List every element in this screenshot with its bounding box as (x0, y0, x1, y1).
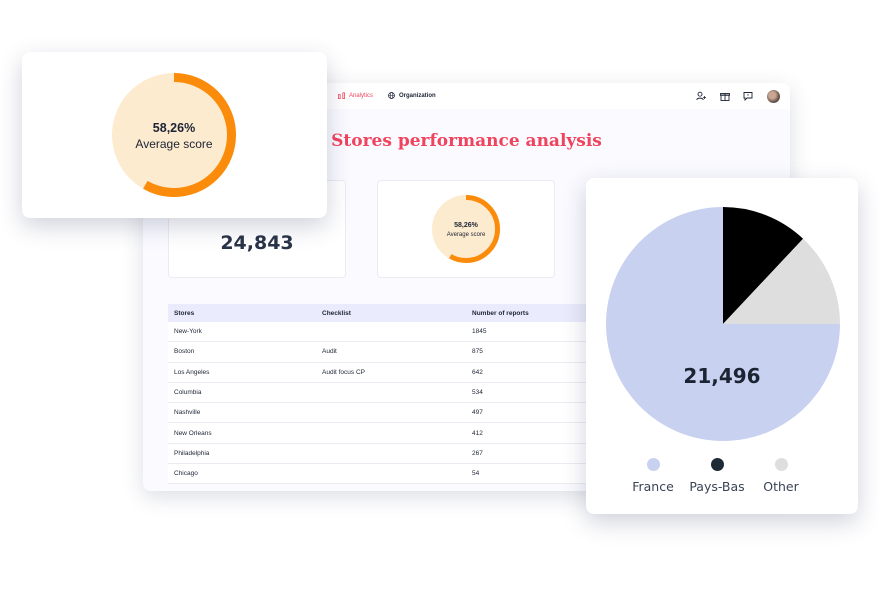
nav-tab-organization[interactable]: Organization (388, 92, 436, 99)
table-row[interactable]: New Orleans 412 (168, 423, 608, 444)
large-donut-label: Average score (135, 137, 212, 151)
cell-reports: 1845 (472, 328, 487, 336)
nav-tab-organization-label: Organization (399, 92, 436, 99)
nav-tab-analytics-label: Analytics (349, 92, 374, 99)
cell-store: New Orleans (174, 429, 212, 437)
cell-reports: 54 (472, 470, 480, 478)
large-donut-track (112, 73, 236, 197)
cell-reports: 267 (472, 449, 483, 457)
globe-icon (388, 92, 395, 99)
average-score-floating-card: 58,26% Average score (22, 52, 327, 218)
large-donut-arc (112, 73, 236, 197)
page-title: Stores performance analysis (331, 131, 602, 151)
user-avatar[interactable] (767, 90, 780, 103)
small-donut-label: Average score (447, 232, 486, 238)
table-header: Stores Checklist Number of reports (168, 304, 608, 322)
legend-item-pays-bas[interactable]: Pays-Bas (677, 458, 757, 494)
stores-table: Stores Checklist Number of reports New-Y… (168, 304, 608, 485)
large-donut-value: 58,26% (153, 121, 195, 135)
cell-checklist: Audit (322, 348, 337, 356)
legend-dot-pays-bas (710, 458, 724, 471)
reports-count-value: 24,843 (220, 232, 294, 254)
legend-dot-other (774, 458, 788, 471)
pie-total-value: 21,496 (683, 364, 761, 388)
header-stores[interactable]: Stores (174, 309, 195, 317)
legend-dot-france (646, 458, 660, 471)
cell-store: Los Angeles (174, 368, 210, 376)
small-donut-track (432, 195, 500, 263)
table-row[interactable]: Nashville 497 (168, 403, 608, 424)
country-pie-chart (606, 207, 840, 441)
cell-store: Boston (174, 348, 195, 356)
legend-item-other[interactable]: Other (741, 458, 821, 494)
cell-reports: 412 (472, 429, 483, 437)
legend-label-pays-bas: Pays-Bas (689, 479, 745, 494)
average-score-donut: 58,26% Average score (432, 195, 500, 263)
table-row[interactable]: Columbia 534 (168, 382, 608, 404)
pie-slice-pays-bas[interactable] (723, 207, 804, 324)
small-donut-arc (432, 195, 500, 263)
gift-icon[interactable] (720, 91, 730, 101)
legend-label-other: Other (763, 479, 799, 494)
country-distribution-card: 21,496 France Pays-Bas Other (586, 178, 858, 514)
header-number-of-reports[interactable]: Number of reports (472, 309, 529, 317)
cell-reports: 875 (472, 348, 483, 356)
cell-store: Philadelphia (174, 449, 210, 457)
cell-checklist: Audit focus CP (322, 368, 365, 376)
chat-icon[interactable] (743, 91, 753, 101)
table-row[interactable]: Philadelphia 267 (168, 443, 608, 465)
table-row[interactable]: New-York 1845 (168, 322, 608, 343)
legend-item-france[interactable]: France (613, 458, 693, 494)
small-donut-value: 58,26% (454, 222, 479, 229)
cell-store: Columbia (174, 389, 202, 397)
table-row[interactable]: Los Angeles Audit focus CP 642 (168, 362, 608, 383)
cell-store: Nashville (174, 409, 201, 417)
header-checklist[interactable]: Checklist (322, 309, 351, 317)
cell-reports: 534 (472, 389, 483, 397)
add-user-icon[interactable] (696, 91, 706, 101)
legend-label-france: France (632, 479, 674, 494)
average-score-large-donut: 58,26% Average score (112, 73, 236, 197)
cell-store: New-York (174, 328, 202, 336)
average-score-card: 58,26% Average score (377, 180, 555, 278)
table-row[interactable]: Boston Audit 875 (168, 342, 608, 363)
cell-reports: 642 (472, 368, 483, 376)
nav-tab-analytics[interactable]: Analytics (338, 92, 373, 99)
analytics-icon (338, 92, 345, 99)
cell-store: Chicago (174, 470, 198, 478)
cell-reports: 497 (472, 409, 483, 417)
table-row[interactable]: Chicago 54 (168, 464, 608, 485)
pie-slice-other[interactable] (723, 238, 840, 324)
